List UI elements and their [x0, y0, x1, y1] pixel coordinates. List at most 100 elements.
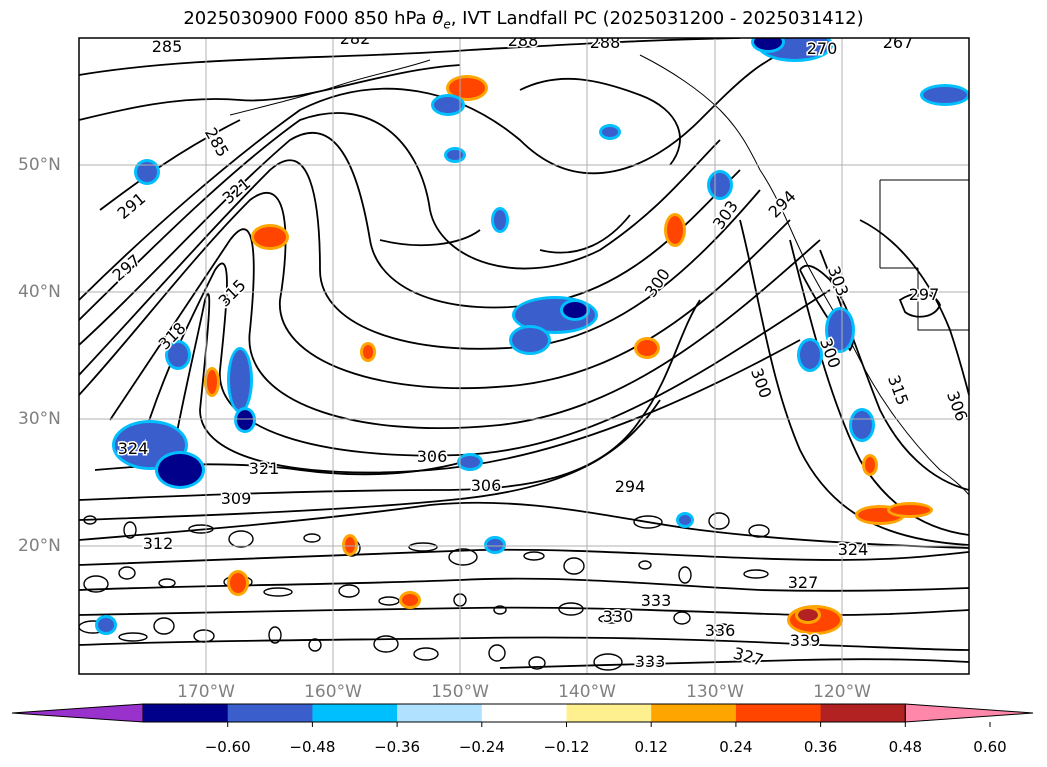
- contour-field: [79, 38, 969, 671]
- colorbar-tick-label: −0.48: [289, 738, 336, 756]
- contour-label: 294: [615, 477, 646, 496]
- colorbar-frame: [142, 703, 906, 723]
- tropical-contour: [713, 623, 731, 633]
- colorbar-tick-label: 0.60: [973, 738, 1007, 756]
- contour-label: 312: [143, 534, 174, 553]
- pc-anomaly-blob: [679, 515, 691, 525]
- pc-anomaly-blob: [98, 618, 114, 632]
- contour-label: 306: [417, 447, 448, 466]
- pc-anomaly-blob: [434, 97, 462, 113]
- theta-e-contour: [379, 229, 481, 247]
- lon-label-160w: 160°W: [304, 682, 362, 702]
- tropical-contour: [708, 512, 730, 530]
- tropical-contour: [678, 566, 692, 584]
- colorbar-segment: [227, 704, 313, 722]
- colorbar-segment: [651, 704, 737, 722]
- gridlines: [79, 38, 969, 674]
- tropical-contour: [158, 578, 176, 588]
- tropical-contour: [408, 542, 438, 552]
- pc-anomaly-blob: [923, 87, 967, 103]
- contour-label: 333: [641, 591, 672, 610]
- lon-label-170w: 170°W: [177, 682, 235, 702]
- tropical-contour: [118, 566, 136, 580]
- theta-e-contour: [859, 219, 969, 396]
- tropical-contour: [673, 611, 691, 625]
- theta-e-contour: [79, 159, 761, 376]
- contour-label: 297: [909, 285, 940, 304]
- colorbar-extend-max: [904, 703, 1034, 723]
- tropical-contour: [153, 617, 175, 635]
- tropical-contour: [448, 548, 478, 566]
- pc-anomaly-blob: [865, 457, 875, 473]
- contour-label: 333: [635, 652, 666, 671]
- contour-label: 321: [249, 459, 280, 478]
- tropical-contour: [263, 587, 293, 597]
- tropical-contour: [523, 551, 545, 561]
- colorbar-tick-label: 0.12: [634, 738, 668, 756]
- colorbar-tick-label: −0.60: [204, 738, 251, 756]
- tropical-contour: [268, 626, 282, 644]
- contour-label: 309: [221, 489, 252, 508]
- contour-label: 336: [705, 621, 736, 640]
- tropical-contour: [338, 584, 360, 598]
- theta-e-contour: [79, 636, 969, 651]
- pc-anomaly-blob: [754, 38, 782, 50]
- contour-label: 288: [508, 31, 539, 50]
- theta-e-contour: [169, 293, 801, 474]
- pc-anomaly-blob: [158, 454, 202, 486]
- contour-label: 306: [471, 476, 502, 495]
- tropical-contour: [193, 629, 215, 643]
- contour-label: 288: [590, 33, 621, 52]
- pc-anomaly-blob: [487, 539, 503, 551]
- lon-label-120w: 120°W: [813, 682, 871, 702]
- pc-anomaly-blob: [637, 340, 657, 356]
- coastline: [229, 59, 431, 116]
- tropical-contour: [303, 533, 321, 543]
- tropical-contour: [83, 575, 109, 593]
- theta-e-contour: [789, 239, 969, 536]
- lon-label-130w: 130°W: [686, 682, 744, 702]
- colorbar-tick-label: −0.12: [543, 738, 590, 756]
- pc-anomaly-blob: [563, 302, 587, 318]
- contour-label: 324: [118, 439, 149, 458]
- tropical-contour: [378, 596, 400, 606]
- theta-e-contour: [819, 249, 969, 491]
- lat-label-50n: 50°N: [18, 155, 61, 175]
- contour-label: 270: [807, 39, 838, 58]
- colorbar: [11, 703, 1034, 727]
- contour-label: 327: [788, 573, 819, 592]
- pc-anomaly-blob: [602, 127, 618, 137]
- pc-anomaly-blob: [345, 537, 355, 553]
- colorbar-segment: [312, 704, 398, 722]
- tropical-contour: [308, 638, 322, 652]
- map-frame: [78, 37, 970, 675]
- colorbar-segment: [143, 704, 229, 722]
- coastline: [759, 169, 969, 496]
- contour-label: 267: [883, 33, 914, 52]
- tropical-contour: [633, 515, 663, 529]
- theta-e-contour: [79, 399, 661, 521]
- contour-label: 285: [152, 37, 183, 56]
- pc-anomaly-blob: [363, 345, 373, 359]
- pc-anomaly-blob: [800, 341, 820, 369]
- tropical-contour: [638, 560, 652, 570]
- tropical-contour: [598, 614, 624, 624]
- colorbar-tick-label: 0.36: [803, 738, 838, 756]
- tropical-contour: [488, 644, 506, 662]
- theta-e-contour: [79, 112, 721, 321]
- pc-anomaly-blob: [667, 216, 683, 244]
- tropical-contour: [748, 524, 770, 538]
- colorbar-segment: [481, 704, 567, 722]
- tropical-contour: [563, 557, 585, 575]
- contour-label: 324: [838, 540, 869, 559]
- theta-e-contour: [79, 299, 701, 501]
- colorbar-tick-label: −0.36: [374, 738, 421, 756]
- contour-label: 330: [603, 607, 634, 626]
- theta-e-contour: [79, 606, 969, 617]
- theta-symbol: θe: [432, 8, 451, 32]
- tropical-contour: [558, 602, 584, 616]
- lon-label-140w: 140°W: [558, 682, 616, 702]
- colorbar-tick-label: 0.48: [888, 738, 922, 756]
- tropical-contour: [188, 524, 214, 534]
- colorbar-segment: [566, 704, 652, 722]
